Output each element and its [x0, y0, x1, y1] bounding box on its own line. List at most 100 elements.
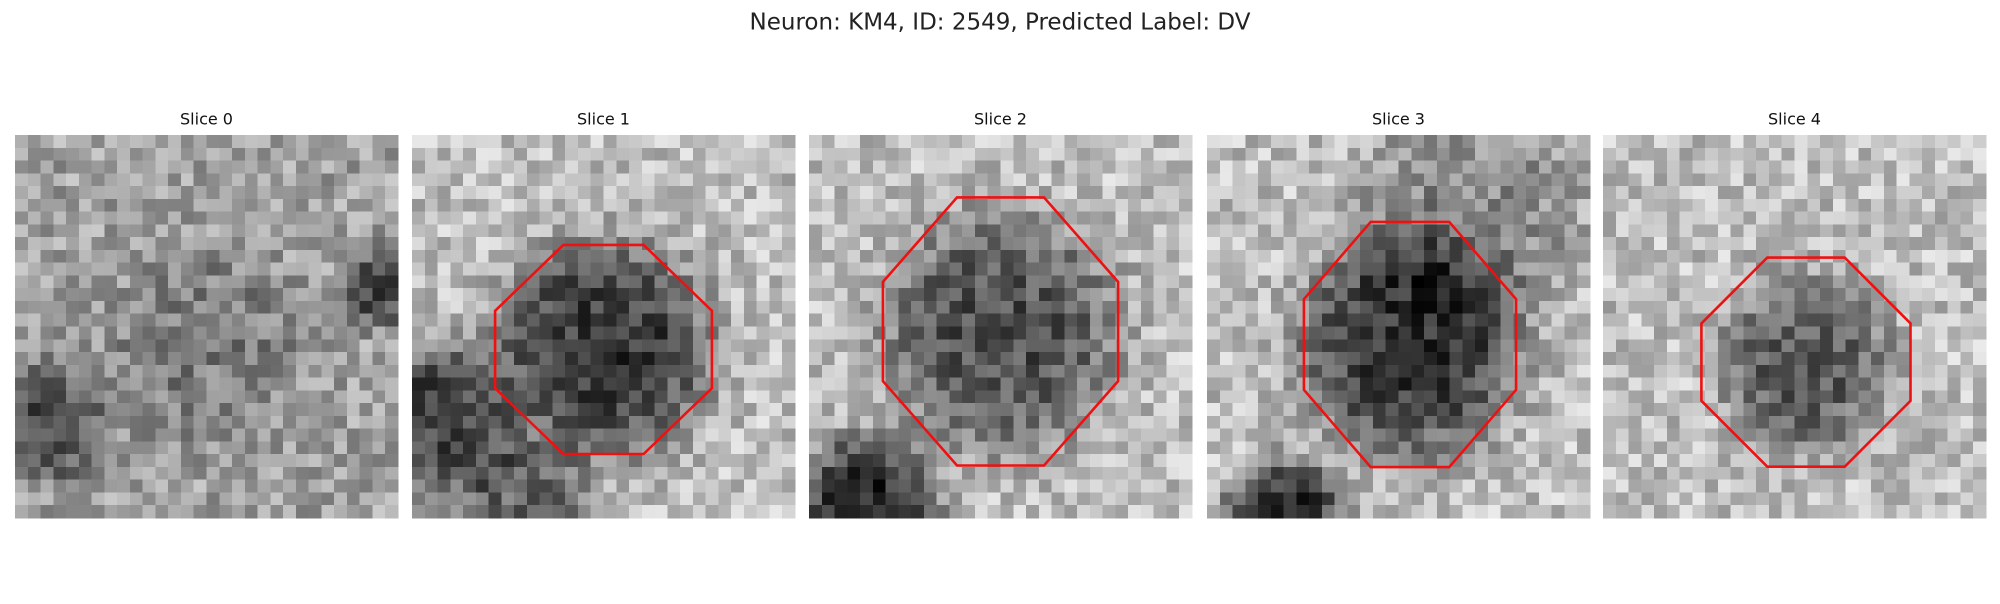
- pixel: [718, 377, 732, 391]
- pixel: [1628, 186, 1642, 200]
- pixel: [1692, 377, 1706, 391]
- pixel: [1577, 428, 1591, 442]
- pixel: [1551, 390, 1565, 404]
- pixel: [1513, 262, 1527, 276]
- pixel: [821, 390, 835, 404]
- pixel: [1128, 224, 1142, 238]
- pixel: [1692, 300, 1706, 315]
- pixel: [1064, 186, 1078, 200]
- pixel: [667, 441, 681, 455]
- pixel: [1577, 262, 1591, 276]
- pixel: [1794, 441, 1808, 455]
- pixel: [1140, 492, 1154, 506]
- pixel: [129, 275, 143, 289]
- pixel: [1730, 441, 1744, 455]
- pixel: [1487, 135, 1501, 149]
- pixel: [923, 390, 937, 404]
- pixel: [1947, 441, 1961, 455]
- pixel: [1077, 288, 1091, 302]
- pixel: [1309, 428, 1323, 442]
- pixel: [53, 377, 67, 391]
- pixel: [756, 237, 770, 251]
- pixel: [1089, 135, 1103, 149]
- pixel: [244, 237, 258, 251]
- pixel: [372, 377, 386, 391]
- pixel: [1922, 198, 1936, 212]
- pixel: [91, 326, 105, 340]
- pixel: [1934, 262, 1948, 276]
- pixel: [1807, 454, 1821, 468]
- pixel: [1475, 403, 1489, 417]
- pixel: [1679, 364, 1693, 378]
- pixel: [1717, 173, 1731, 187]
- pixel: [1245, 237, 1259, 251]
- pixel: [1832, 326, 1846, 340]
- pixel: [346, 173, 360, 187]
- pixel: [616, 186, 630, 200]
- pixel: [437, 415, 451, 429]
- pixel: [53, 135, 67, 149]
- pixel: [1102, 428, 1116, 442]
- pixel: [257, 479, 271, 493]
- pixel: [1794, 454, 1808, 468]
- pixel: [1666, 198, 1680, 212]
- pixel: [1679, 249, 1693, 263]
- pixel: [1309, 211, 1323, 225]
- pixel: [1654, 275, 1668, 289]
- pixel: [1832, 339, 1846, 353]
- pixel: [437, 364, 451, 378]
- pixel: [117, 135, 131, 149]
- pixel: [66, 186, 80, 200]
- pixel: [283, 173, 297, 187]
- pixel: [180, 211, 195, 225]
- pixel: [295, 479, 309, 493]
- pixel: [1768, 147, 1783, 161]
- pixel: [1207, 211, 1221, 225]
- pixel: [155, 186, 169, 200]
- pixel: [974, 186, 989, 200]
- pixel: [1934, 173, 1948, 187]
- pixel: [424, 288, 438, 302]
- pixel: [1424, 415, 1438, 429]
- pixel: [1321, 275, 1335, 289]
- pixel: [1603, 313, 1617, 327]
- pixel: [244, 147, 258, 161]
- pixel: [1207, 415, 1221, 429]
- pixel: [346, 160, 360, 174]
- pixel: [1219, 428, 1233, 442]
- pixel: [1077, 198, 1091, 212]
- pixel: [590, 454, 604, 468]
- pixel: [1500, 300, 1514, 315]
- pixel: [1462, 262, 1476, 276]
- pixel: [1296, 186, 1310, 200]
- pixel: [1909, 466, 1923, 480]
- pixel: [475, 249, 489, 263]
- pixel: [809, 313, 823, 327]
- pixel: [1730, 454, 1744, 468]
- pixel: [1321, 147, 1335, 161]
- pixel: [385, 173, 399, 187]
- pixel: [104, 454, 118, 468]
- pixel: [923, 300, 937, 315]
- pixel: [1679, 390, 1693, 404]
- pixel: [117, 441, 131, 455]
- pixel: [385, 390, 399, 404]
- pixel: [782, 224, 796, 238]
- pixel: [1219, 377, 1233, 391]
- pixel: [1832, 288, 1846, 302]
- pixel: [860, 300, 874, 315]
- pixel: [860, 160, 874, 174]
- pixel: [27, 300, 41, 315]
- pixel: [834, 441, 848, 455]
- pixel: [501, 390, 515, 404]
- pixel: [1140, 237, 1154, 251]
- pixel: [1807, 326, 1821, 340]
- pixel: [1102, 262, 1116, 276]
- pixel: [1064, 390, 1078, 404]
- pixel: [1321, 454, 1335, 468]
- pixel: [1372, 288, 1387, 302]
- pixel: [1871, 211, 1885, 225]
- pixel: [1538, 326, 1552, 340]
- pixel: [346, 390, 360, 404]
- pixel: [1538, 300, 1552, 315]
